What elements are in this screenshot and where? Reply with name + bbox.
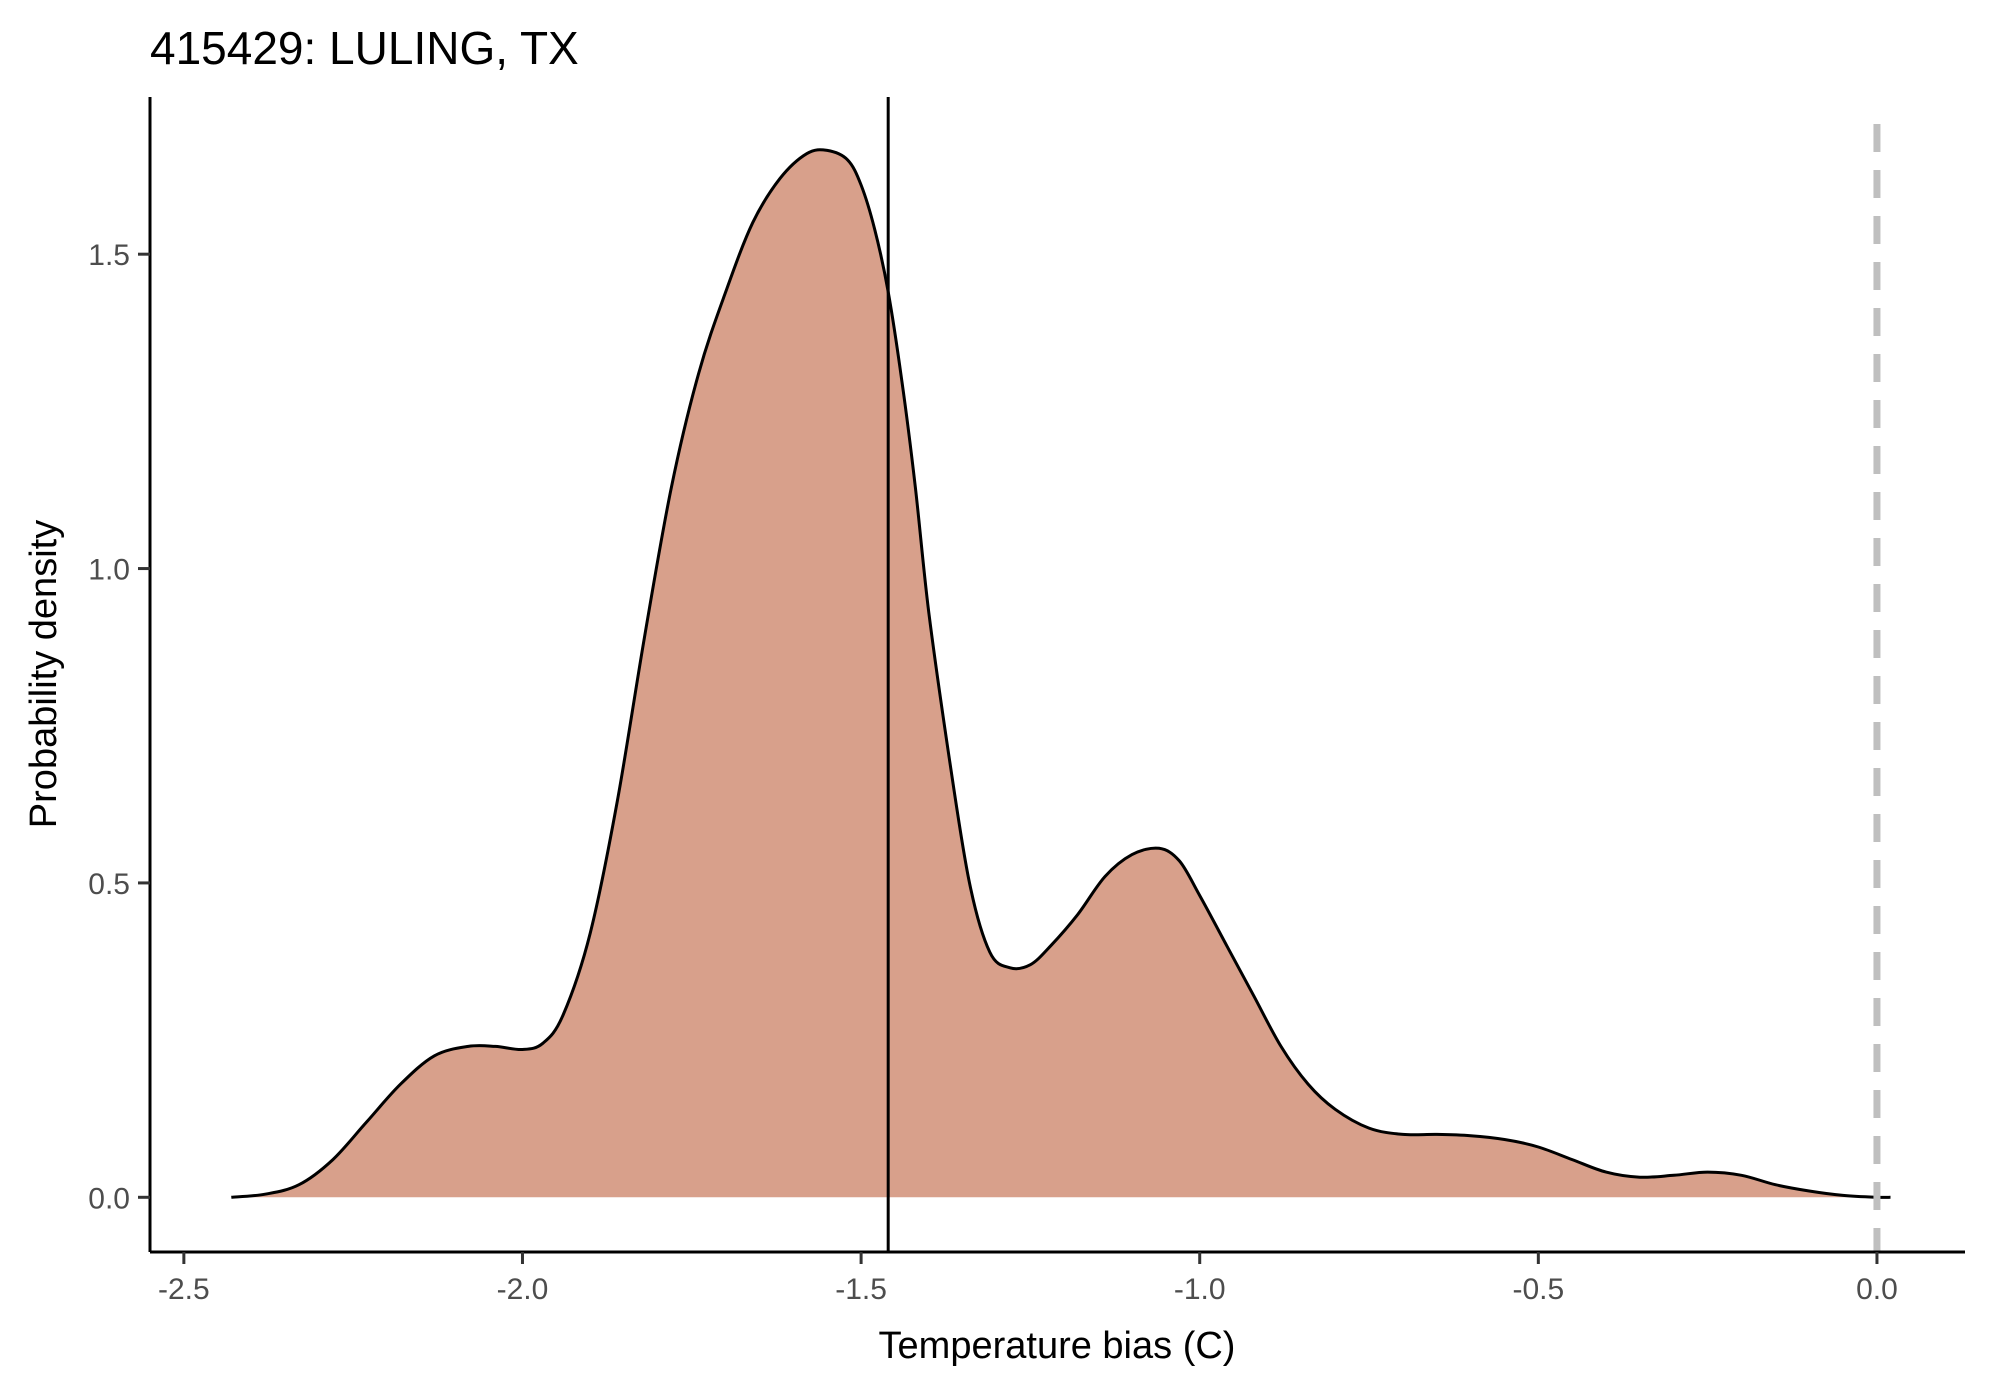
- x-tick-label: 0.0: [1856, 1273, 1898, 1306]
- y-tick-label: 0.5: [88, 868, 130, 901]
- x-axis-ticks: -2.5 -2.0 -1.5 -1.0 -0.5 0.0: [158, 1252, 1898, 1306]
- x-tick-label: -0.5: [1512, 1273, 1564, 1306]
- x-tick-label: -1.0: [1174, 1273, 1226, 1306]
- x-tick-label: -2.5: [158, 1273, 210, 1306]
- density-curve: [231, 148, 1891, 1199]
- y-axis-title: Probability density: [23, 520, 65, 828]
- chart-title: 415429: LULING, TX: [150, 22, 579, 74]
- y-axis-ticks: 0.0 0.5 1.0 1.5: [88, 239, 150, 1215]
- density-area: [231, 149, 1891, 1198]
- x-axis-title: Temperature bias (C): [879, 1325, 1236, 1367]
- x-tick-label: -2.0: [497, 1273, 549, 1306]
- y-tick-label: 0.0: [88, 1182, 130, 1215]
- y-tick-label: 1.5: [88, 239, 130, 272]
- y-tick-label: 1.0: [88, 554, 130, 587]
- x-tick-label: -1.5: [835, 1273, 887, 1306]
- plot-area: [231, 97, 1891, 1252]
